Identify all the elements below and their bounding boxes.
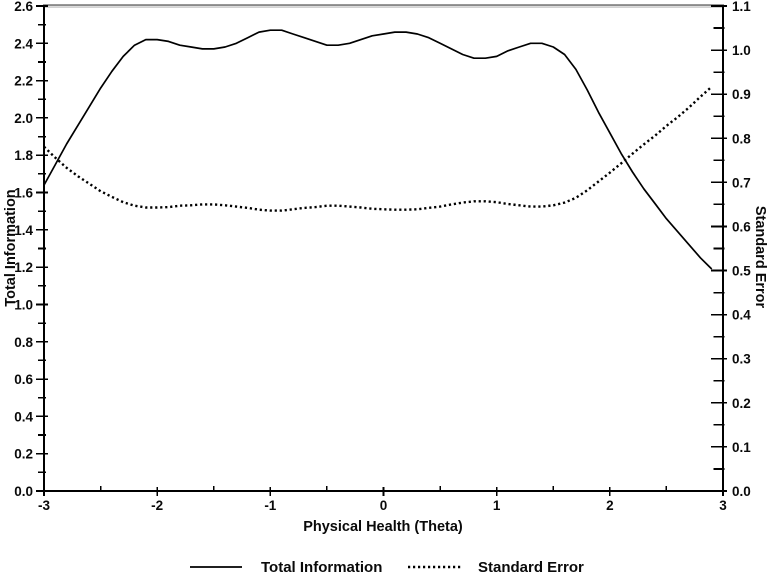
y-axis-tick-label: 0.8: [14, 335, 33, 350]
y-axis-right-title: Standard Error: [752, 206, 767, 309]
y-axis-tick-label: 0.0: [14, 484, 33, 499]
x-axis-tick-label: 1: [493, 498, 501, 513]
y-axis-tick-label: 0.1: [732, 440, 751, 455]
y-axis-tick-label: 0.4: [14, 409, 33, 424]
y-axis-right: 0.0 0.1 0.2 0.3 0.4 0.5 0.6 0.7 0.8 0.9 1.0 1.1: [711, 0, 751, 499]
y-axis-tick-label: 2.2: [14, 74, 33, 89]
y-axis-tick-label: 2.6: [14, 0, 33, 14]
y-axis-tick-label: 1.0: [14, 297, 33, 312]
y-axis-left: 0.0 0.2 0.4 0.6 0.8 1.0 1.2 1.4 1.6 1.8 2.0 2.2 2.4 2…: [14, 0, 48, 499]
y-axis-tick-label: 1.1: [732, 0, 751, 14]
y-axis-tick-label: 0.7: [732, 175, 751, 190]
y-axis-tick-label: 2.4: [14, 36, 33, 51]
x-axis-tick-label: -3: [38, 498, 50, 513]
y-axis-tick-label: 0.4: [732, 308, 751, 323]
y-axis-tick-label: 0.3: [732, 352, 751, 367]
y-axis-left-title: Total Information: [3, 189, 19, 306]
y-axis-tick-label: 0.2: [732, 396, 751, 411]
total-information-curve: [43, 29, 713, 270]
y-axis-tick-label: 1.4: [14, 223, 33, 238]
y-axis-tick-label: 1.6: [14, 186, 33, 201]
x-axis-tick-label: 3: [719, 498, 727, 513]
y-axis-tick-label: 0.5: [732, 264, 751, 279]
standard-error-curve: [43, 85, 713, 212]
chart-legend: Total Information Standard Error: [190, 559, 584, 576]
legend-label-standard-error: Standard Error: [478, 559, 584, 576]
y-axis-tick-label: 0.6: [14, 372, 33, 387]
y-axis-tick-label: 2.0: [14, 111, 33, 126]
series-curves: [43, 29, 713, 270]
y-axis-tick-label: 0.0: [732, 484, 751, 499]
x-axis-tick-label: -1: [264, 498, 276, 513]
y-axis-tick-label: 0.9: [732, 87, 751, 102]
y-axis-tick-label: 0.8: [732, 131, 751, 146]
legend-label-total-information: Total Information: [261, 559, 382, 576]
x-axis-title: Physical Health (Theta): [303, 519, 463, 535]
y-axis-tick-label: 0.2: [14, 447, 33, 462]
y-axis-tick-label: 0.6: [732, 219, 751, 234]
plot-frame: [43, 4, 724, 492]
x-axis-tick-label: 2: [606, 498, 614, 513]
x-axis-tick-label: 0: [380, 498, 388, 513]
x-axis-tick-label: -2: [151, 498, 163, 513]
y-axis-tick-label: 1.2: [14, 260, 33, 275]
y-axis-tick-label: 1.8: [14, 148, 33, 163]
y-axis-tick-label: 1.0: [732, 43, 751, 58]
x-axis: -3 -2 -1 0 1 2 3: [38, 486, 727, 513]
